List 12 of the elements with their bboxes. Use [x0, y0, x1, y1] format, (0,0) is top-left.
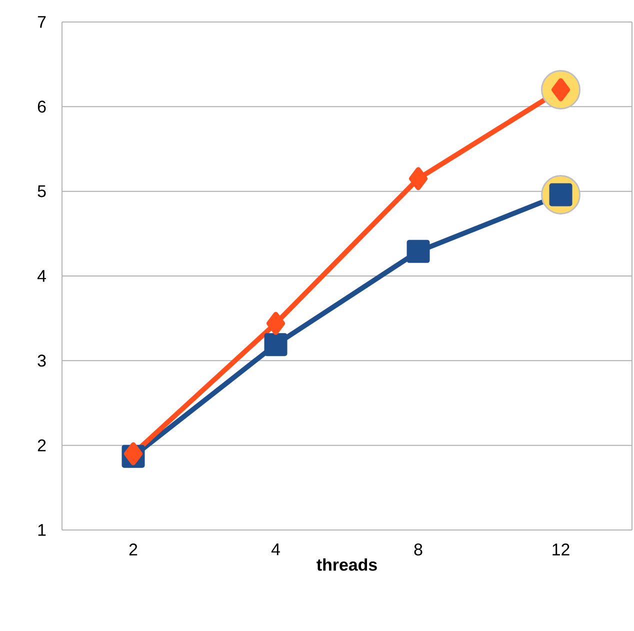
y-tick-label: 7	[38, 16, 46, 28]
x-tick-label: 12	[552, 544, 570, 556]
x-tick-label: 8	[414, 544, 422, 556]
x-tick-label: 4	[271, 544, 280, 556]
x-tick-label: 2	[129, 544, 138, 556]
y-tick-label: 3	[38, 354, 46, 367]
x-axis-title: threads	[316, 558, 377, 571]
y-tick-label: 1	[38, 524, 46, 536]
y-tick-label: 6	[38, 100, 46, 113]
y-tick-label: 4	[37, 270, 46, 282]
y-tick-label: 2	[38, 439, 46, 452]
y-tick-label: 5	[38, 185, 46, 198]
